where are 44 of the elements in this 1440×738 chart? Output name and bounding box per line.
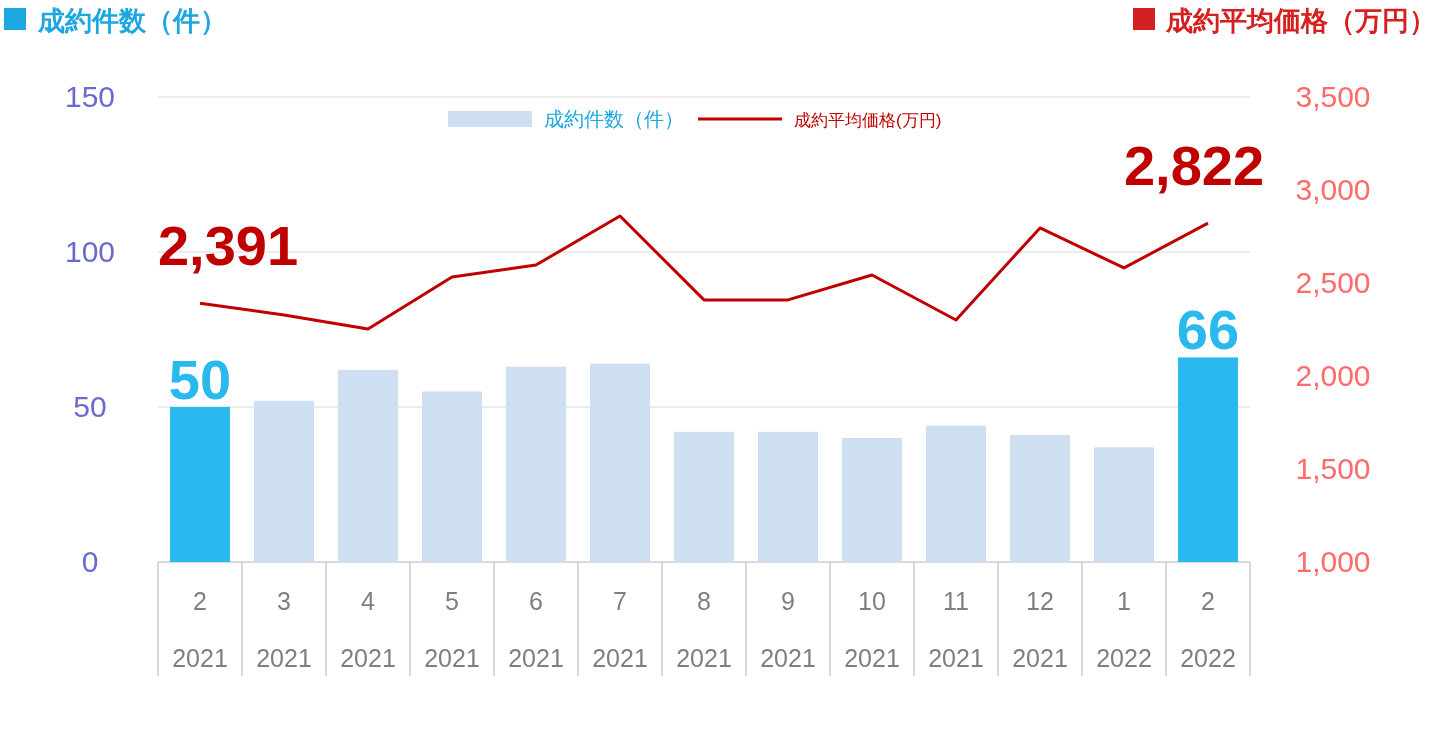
x-tick-label: 12 2021 (1012, 587, 1068, 672)
bar (1178, 357, 1238, 562)
x-tick-label: 11 2021 (928, 587, 984, 672)
bar (170, 407, 230, 562)
legend-label: 成約平均価格(万円) (794, 111, 942, 130)
x-tick-label: 2 2021 (172, 587, 228, 672)
bar (674, 431, 734, 562)
data-label: 2,391 (157, 214, 299, 278)
y-tick-label: 100 (64, 235, 116, 268)
x-tick-label: 9 2021 (760, 587, 816, 672)
y2-tick-label: 3,000 (1295, 173, 1371, 206)
data-label: 66 (1176, 298, 1240, 362)
y2-tick-label: 2,500 (1295, 266, 1371, 299)
x-tick-label: 4 2021 (340, 587, 396, 672)
y2-axis-title: 成約平均価格（万円） (1165, 6, 1436, 36)
bar (590, 363, 650, 562)
x-tick-label: 10 2021 (844, 587, 900, 672)
data-label: 50 (168, 348, 232, 411)
x-tick-label: 1 2022 (1096, 587, 1152, 672)
bar (1010, 434, 1070, 562)
bar (338, 369, 398, 562)
bar (254, 400, 314, 562)
legend-label: 成約件数（件） (544, 108, 684, 130)
y-axis-title: 成約件数（件） (37, 6, 227, 36)
y2-tick-label: 1,000 (1295, 545, 1371, 578)
x-tick-label: 5 2021 (424, 587, 480, 672)
x-tick-label: 8 2021 (676, 587, 732, 672)
bar (422, 391, 482, 562)
bar (926, 425, 986, 562)
data-label: 2,822 (1123, 134, 1265, 198)
x-tick-label: 3 2021 (256, 587, 312, 672)
y-tick-label: 150 (64, 80, 116, 113)
y2-tick-label: 1,500 (1295, 452, 1371, 485)
y2-tick-label: 3,500 (1295, 80, 1371, 113)
x-tick-label: 6 2021 (508, 587, 564, 672)
x-tick-label: 2 2022 (1180, 587, 1236, 672)
y-tick-label: 50 (73, 390, 107, 423)
y2-tick-label: 2,000 (1295, 359, 1371, 392)
x-tick-label: 7 2021 (592, 587, 648, 672)
y-tick-label: 0 (81, 545, 99, 578)
bar (1094, 447, 1154, 562)
bar (506, 366, 566, 562)
bar (842, 438, 902, 562)
bar (758, 431, 818, 562)
